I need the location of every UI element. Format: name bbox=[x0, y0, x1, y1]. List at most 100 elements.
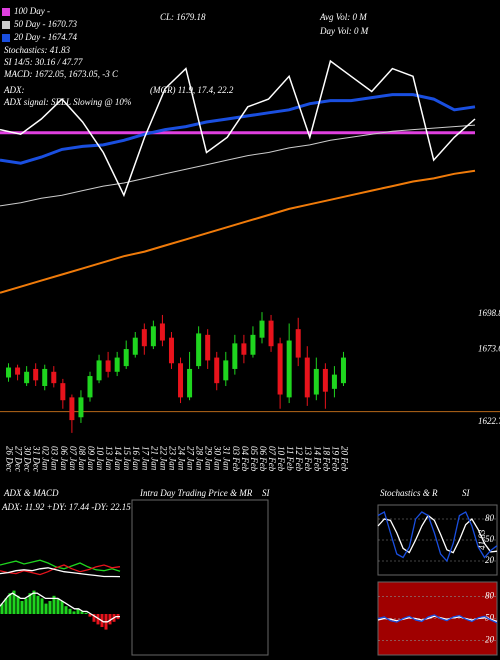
candle-body bbox=[168, 337, 174, 364]
y-tick-label: 20 bbox=[485, 555, 495, 565]
x-tick-label: 10 Jan bbox=[95, 446, 105, 471]
panel-subtitle: SI bbox=[462, 488, 471, 498]
histogram-bar bbox=[8, 593, 12, 614]
x-tick-label: 06 Jan bbox=[59, 446, 69, 471]
series-line bbox=[0, 124, 476, 207]
x-tick-label: 11 Feb bbox=[285, 446, 295, 471]
candle-body bbox=[105, 360, 111, 372]
y-tick-label: 50 bbox=[485, 534, 495, 544]
histogram-bar bbox=[24, 598, 28, 614]
x-tick-label: 28 Jan bbox=[195, 446, 205, 471]
y-tick-label: 1673.61 bbox=[478, 344, 500, 354]
candle-body bbox=[6, 367, 12, 378]
value-label: 41.83 bbox=[477, 529, 487, 550]
series-line bbox=[377, 614, 498, 624]
histogram-bar bbox=[20, 601, 24, 614]
candle-body bbox=[340, 357, 346, 384]
x-tick-label: 15 Jan bbox=[122, 446, 132, 471]
y-tick-label: 80 bbox=[485, 513, 495, 523]
candle-body bbox=[96, 360, 102, 381]
x-tick-label: 24 Jan bbox=[176, 446, 186, 471]
candle-body bbox=[232, 343, 238, 369]
candle-body bbox=[286, 340, 292, 398]
x-tick-label: 14 Jan bbox=[113, 446, 123, 471]
x-tick-label: 29 Jan bbox=[204, 446, 214, 471]
histogram-bar bbox=[40, 598, 44, 614]
candle-body bbox=[87, 376, 93, 398]
x-tick-label: 02 Jan bbox=[41, 446, 51, 471]
x-tick-label: 30 Jan bbox=[213, 445, 223, 471]
histogram-bar bbox=[48, 601, 52, 614]
annotation: CL: 1679.18 bbox=[160, 12, 206, 22]
y-tick-label: 1698.85 bbox=[478, 308, 500, 318]
candle-body bbox=[313, 368, 319, 395]
histogram-bar bbox=[60, 601, 64, 614]
candle-body bbox=[241, 343, 247, 355]
candle-body bbox=[15, 367, 21, 375]
candle-body bbox=[259, 320, 265, 338]
histogram-bar bbox=[4, 598, 8, 614]
series-line bbox=[0, 567, 121, 578]
series-line bbox=[0, 93, 476, 165]
candle-body bbox=[123, 349, 129, 367]
x-tick-label: 14 Feb bbox=[312, 446, 322, 472]
x-tick-label: 21 Jan bbox=[149, 446, 159, 471]
x-tick-label: 03 Jan bbox=[50, 446, 60, 471]
candle-body bbox=[141, 329, 147, 347]
series-line bbox=[0, 592, 120, 623]
histogram-bar bbox=[96, 614, 100, 625]
histogram-bar bbox=[56, 598, 60, 614]
candle-body bbox=[78, 397, 84, 418]
candle-body bbox=[159, 323, 165, 341]
x-tick-label: 18 Feb bbox=[321, 446, 331, 472]
x-tick-label: 03 Feb bbox=[231, 446, 241, 472]
x-tick-label: 31 Jan bbox=[222, 445, 232, 471]
x-tick-label: 08 Jan bbox=[77, 446, 87, 471]
x-tick-label: 07 Jan bbox=[68, 446, 78, 471]
series-line bbox=[0, 169, 476, 294]
candle-body bbox=[150, 326, 156, 347]
legend-label: 20 Day - 1674.74 bbox=[14, 32, 77, 42]
candle-body bbox=[295, 329, 301, 358]
y-tick-label: 50 bbox=[485, 613, 495, 623]
panel-title: Stochastics & R bbox=[380, 488, 438, 498]
x-tick-label: 23 Jan bbox=[167, 446, 177, 471]
histogram-bar bbox=[88, 614, 92, 617]
panel-frame bbox=[131, 499, 269, 656]
histogram-bar bbox=[84, 612, 88, 614]
candle-body bbox=[277, 343, 283, 395]
x-tick-label: 27 Dec bbox=[14, 446, 24, 472]
panel-title: ADX & MACD bbox=[3, 488, 59, 498]
legend-swatch bbox=[2, 21, 10, 29]
histogram-bar bbox=[108, 614, 112, 625]
x-tick-label: 13 Feb bbox=[303, 446, 313, 472]
y-tick-label: 1622.79 bbox=[478, 416, 500, 426]
annotation: ADX: bbox=[3, 85, 25, 95]
annotation: Stochastics: 41.83 bbox=[4, 45, 70, 55]
annotation: (MGR) 11.9, 17.4, 22.2 bbox=[150, 85, 234, 95]
histogram-bar bbox=[32, 590, 36, 614]
candle-body bbox=[51, 371, 57, 384]
x-tick-label: 06 Feb bbox=[258, 446, 268, 472]
annotation: Day Vol: 0 M bbox=[319, 26, 369, 36]
candle-body bbox=[69, 397, 75, 421]
y-tick-label: 80 bbox=[485, 591, 495, 601]
candle-body bbox=[196, 333, 202, 367]
x-tick-label: 31 Dec bbox=[32, 445, 42, 472]
x-tick-label: 26 Dec bbox=[4, 446, 14, 472]
candle-body bbox=[268, 320, 274, 347]
candle-body bbox=[187, 368, 193, 398]
candle-body bbox=[205, 334, 211, 361]
legend-swatch bbox=[2, 34, 10, 42]
histogram-bar bbox=[72, 611, 76, 614]
x-tick-label: 27 Jan bbox=[186, 446, 196, 471]
histogram-bar bbox=[76, 608, 80, 614]
annotation: MACD: 1672.05, 1673.05, -3 C bbox=[3, 69, 119, 79]
candle-body bbox=[132, 337, 138, 355]
histogram-bar bbox=[36, 595, 40, 614]
x-tick-label: 07 Feb bbox=[267, 446, 277, 472]
x-tick-label: 09 Jan bbox=[86, 446, 96, 471]
histogram-bar bbox=[0, 603, 4, 614]
